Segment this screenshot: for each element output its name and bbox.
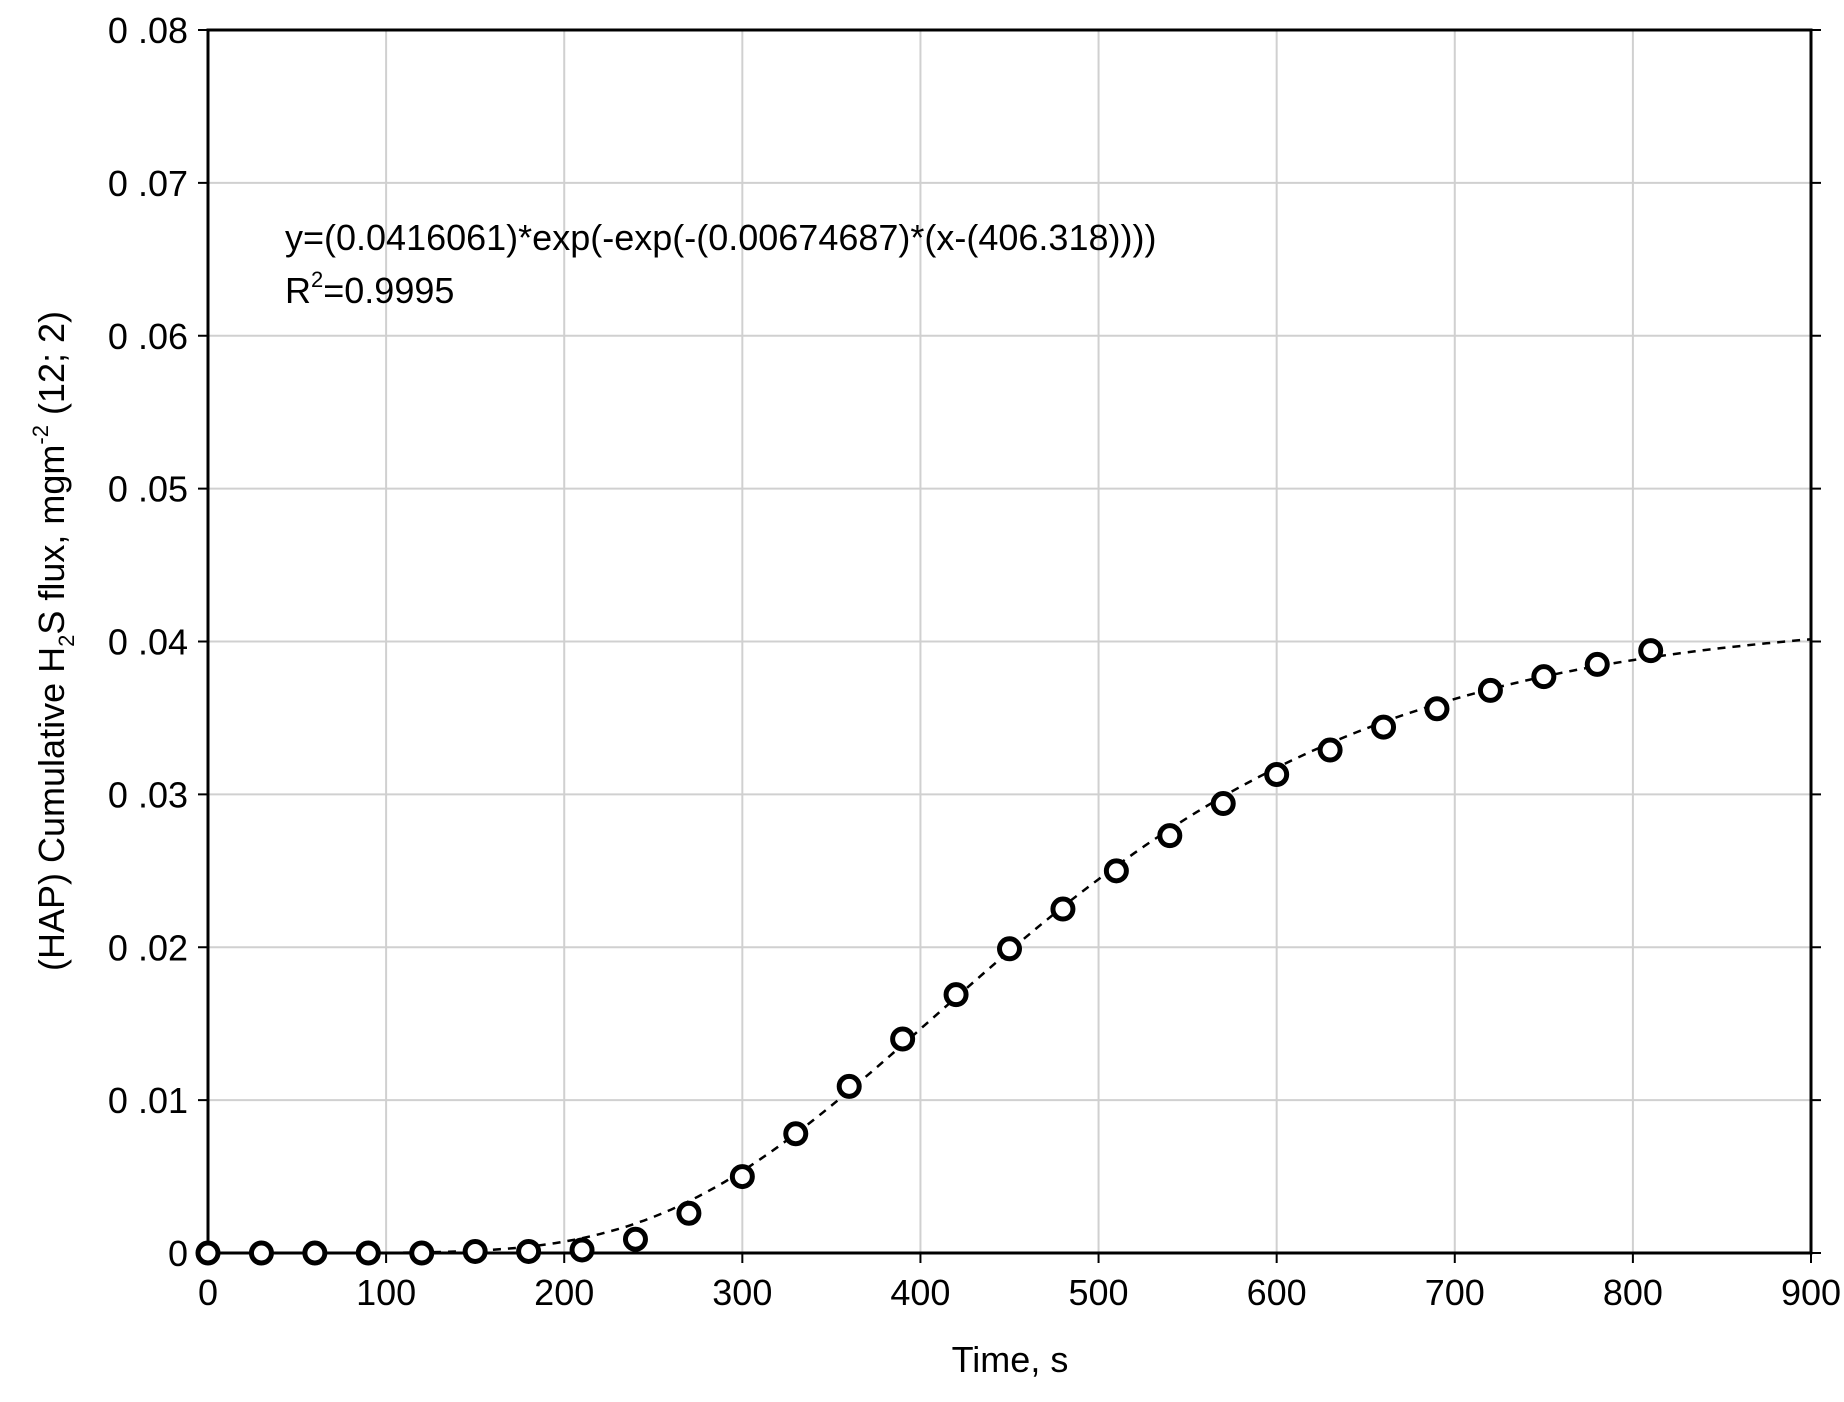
r2-value: =0.9995: [323, 270, 454, 311]
r2-superscript: 2: [311, 267, 323, 292]
data-point: [836, 1073, 862, 1099]
x-tick-label: 300: [712, 1272, 772, 1313]
data-point: [195, 1240, 221, 1266]
x-tick-label: 400: [890, 1272, 950, 1313]
y-tick-label: 0 .08: [108, 10, 188, 51]
data-point: [890, 1026, 916, 1052]
data-point: [1371, 714, 1397, 740]
axis-ticks: 0 100 200 300 400 500 600 700 800 900 0 0 .01 0 .02 0…: [108, 10, 1841, 1313]
data-point: [622, 1226, 648, 1252]
x-tick-label: 800: [1603, 1272, 1663, 1313]
y-tick-label: 0: [168, 1233, 188, 1274]
fit-equation: y=(0.0416061)*exp(-exp(-(0.00674687)*(x-…: [285, 217, 1156, 258]
data-point: [1264, 762, 1290, 788]
data-point: [1584, 651, 1610, 677]
data-points-layer: [195, 638, 1664, 1266]
x-tick-label: 700: [1425, 1272, 1485, 1313]
grid: [208, 30, 1811, 1253]
data-point: [783, 1121, 809, 1147]
y-title-prefix: (HAP) Cumulative H: [31, 647, 72, 971]
data-point: [1531, 664, 1557, 690]
y-tick-label: 0 .01: [108, 1080, 188, 1121]
data-point: [355, 1240, 381, 1266]
y-axis-title: (HAP) Cumulative H2S flux, mgm-2 (12; 2): [28, 311, 79, 971]
x-tick-label: 900: [1781, 1272, 1841, 1313]
data-point: [1424, 696, 1450, 722]
x-tick-label: 200: [534, 1272, 594, 1313]
data-point: [1210, 791, 1236, 817]
r2-prefix: R: [285, 270, 311, 311]
x-axis-title: Time, s: [952, 1339, 1069, 1380]
y-title-suffix: (12; 2): [31, 311, 72, 425]
data-point: [1317, 737, 1343, 763]
y-tick-label: 0 .05: [108, 469, 188, 510]
data-point: [676, 1200, 702, 1226]
y-tick-label: 0 .04: [108, 622, 188, 663]
y-tick-label: 0 .07: [108, 163, 188, 204]
data-point: [1638, 638, 1664, 664]
data-point: [516, 1238, 542, 1264]
y-title-mid: S flux, mgm: [31, 445, 72, 635]
data-point: [1157, 823, 1183, 849]
x-tick-label: 100: [356, 1272, 416, 1313]
x-tick-label: 500: [1069, 1272, 1129, 1313]
data-point: [997, 936, 1022, 962]
x-tick-label: 600: [1247, 1272, 1307, 1313]
data-point: [302, 1240, 328, 1266]
r-squared-label: R2=0.9995: [285, 267, 454, 311]
data-point: [729, 1164, 755, 1190]
data-point: [1103, 858, 1129, 884]
y-title-superscript: -2: [28, 425, 53, 445]
data-point: [943, 982, 969, 1008]
data-point: [1050, 896, 1076, 922]
data-point: [248, 1240, 274, 1266]
data-point: [569, 1237, 595, 1263]
data-point: [1477, 677, 1503, 703]
y-tick-label: 0 .03: [108, 774, 188, 815]
y-tick-label: 0 .06: [108, 316, 188, 357]
data-point: [462, 1238, 488, 1264]
x-tick-label: 0: [198, 1272, 218, 1313]
y-tick-label: 0 .02: [108, 927, 188, 968]
y-title-subscript: 2: [54, 635, 79, 647]
data-point: [409, 1240, 435, 1266]
